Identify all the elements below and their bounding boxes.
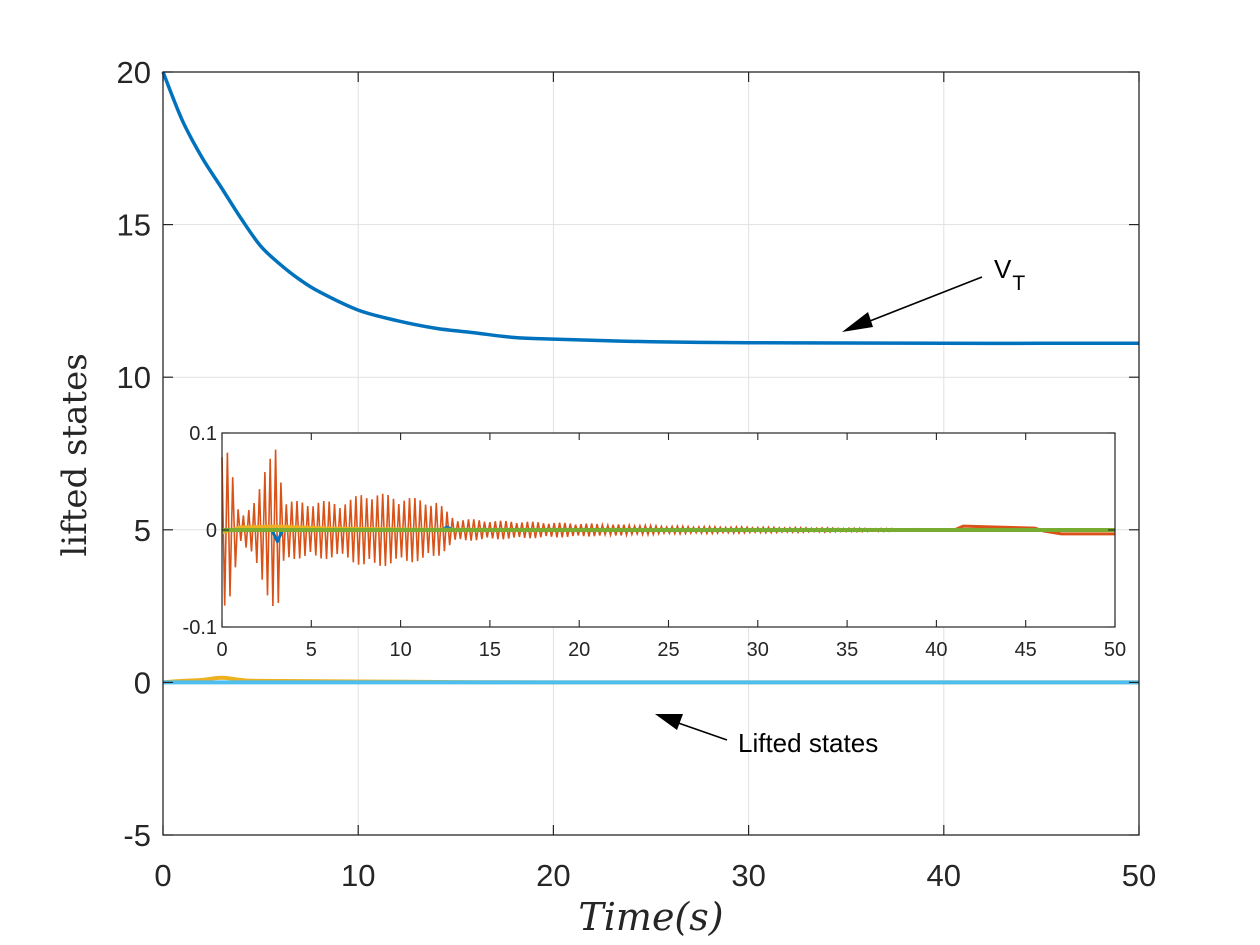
x-tick-label: 50 bbox=[1122, 858, 1156, 893]
inset-x-tick-label: 0 bbox=[216, 639, 227, 661]
x-tick-label: 10 bbox=[341, 858, 375, 893]
inset-x-tick-label: 45 bbox=[1015, 639, 1037, 661]
y-tick-label: 20 bbox=[117, 55, 151, 90]
x-tick-label: 40 bbox=[927, 858, 961, 893]
y-axis-title-group: lifted states bbox=[55, 353, 95, 556]
vt-arrow-line bbox=[851, 276, 983, 329]
x-tick-label: 30 bbox=[731, 858, 765, 893]
inset-x-tick-label: 30 bbox=[747, 639, 769, 661]
inset-y-tick-label: 0 bbox=[206, 520, 217, 542]
y-axis-title: lifted states bbox=[55, 353, 95, 556]
inset-x-tick-label: 15 bbox=[479, 639, 501, 661]
main-series-line-0 bbox=[161, 71, 1139, 346]
lifted-states-label: Lifted states bbox=[738, 728, 878, 758]
inset-x-tick-label: 40 bbox=[925, 639, 947, 661]
inset-x-tick-label: 35 bbox=[836, 639, 858, 661]
inset-x-tick-label: 5 bbox=[306, 639, 317, 661]
vt-label-subscript: T bbox=[1012, 272, 1025, 295]
y-tick-label: 10 bbox=[117, 360, 151, 395]
inset-x-tick-label: 25 bbox=[657, 639, 679, 661]
main-axes-box bbox=[162, 71, 1140, 836]
inset-x-tick-label: 10 bbox=[389, 639, 411, 661]
inset-plot: 0 5 10 15 20 25 30 35 40 45 50-0.100.1 bbox=[183, 423, 1127, 661]
lifted-arrow-head bbox=[655, 714, 683, 730]
x-axis-title: Time(s) bbox=[578, 895, 723, 939]
y-tick-label: 15 bbox=[117, 208, 151, 243]
x-tick-label: 20 bbox=[536, 858, 570, 893]
inset-axes-box bbox=[221, 432, 1116, 628]
vt-arrow-head bbox=[842, 312, 873, 332]
y-tick-label: -5 bbox=[123, 818, 151, 853]
y-tick-label: 0 bbox=[134, 665, 151, 700]
inset-y-tick-label: -0.1 bbox=[183, 617, 217, 639]
inset-x-tick-label: 50 bbox=[1104, 639, 1126, 661]
inset-axes: 0 5 10 15 20 25 30 35 40 45 50-0.100.1 bbox=[183, 423, 1127, 661]
main-series bbox=[161, 71, 1139, 685]
x-tick-label: 0 bbox=[154, 858, 171, 893]
inset-series bbox=[221, 449, 1115, 607]
inset-x-tick-label: 20 bbox=[568, 639, 590, 661]
y-tick-label: 5 bbox=[134, 513, 151, 548]
vt-label: VT bbox=[994, 254, 1025, 295]
vt-label-main: V bbox=[994, 254, 1012, 284]
inset-y-tick-label: 0.1 bbox=[189, 423, 217, 445]
annotations: VT Lifted states bbox=[655, 254, 1025, 758]
